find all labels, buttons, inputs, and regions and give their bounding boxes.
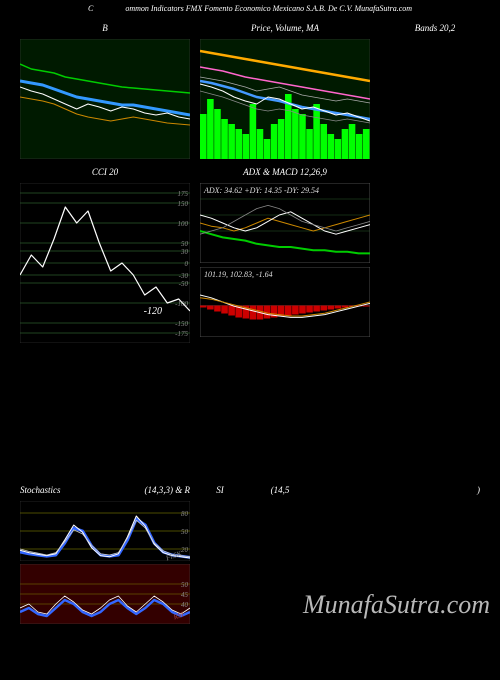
svg-text:ADX: 34.62 +DY: 14.35 -DY: 29: ADX: 34.62 +DY: 14.35 -DY: 29.54: [203, 186, 319, 195]
svg-text:-30: -30: [179, 272, 189, 280]
chart-b: [20, 39, 190, 159]
chart-stoch: 805020Fl.SK: [20, 501, 190, 561]
chart-macd: 101.19, 102.83, -1.64: [200, 267, 370, 337]
svg-text:80: 80: [181, 510, 189, 518]
panel-cci: CCI 20 17515010050300-30-50-100-150-175-…: [20, 165, 190, 343]
svg-text:101.19, 102.83, -1.64: 101.19, 102.83, -1.64: [204, 270, 273, 279]
header-main: ommon Indicators FMX Fomento Economico M…: [125, 4, 412, 13]
panel-b-title: B: [20, 21, 190, 39]
svg-text:40: 40: [181, 601, 189, 609]
stoch-label-right: (14,3,3) & R: [145, 485, 191, 499]
chart-rsi: 504540RSI: [20, 564, 190, 624]
watermark: MunafaSutra.com: [303, 590, 490, 620]
svg-text:175: 175: [178, 190, 189, 198]
si-close: ): [310, 483, 480, 501]
si-label: SI: [190, 483, 250, 501]
svg-text:50: 50: [181, 528, 189, 536]
chart-adx: ADX: 34.62 +DY: 14.35 -DY: 29.54: [200, 183, 370, 263]
panel-b: B: [20, 21, 190, 159]
bands-label: Bands 20,2: [380, 21, 490, 159]
svg-text:100: 100: [178, 220, 189, 228]
panel-price-title: Price, Volume, MA: [200, 21, 370, 39]
svg-text:30: 30: [180, 248, 189, 256]
svg-text:20: 20: [181, 546, 189, 554]
si-params: (14,5: [250, 483, 310, 501]
svg-text:-50: -50: [179, 280, 189, 288]
svg-text:-175: -175: [175, 330, 188, 338]
svg-text:-120: -120: [144, 306, 162, 317]
svg-text:50: 50: [181, 581, 189, 589]
stoch-label-left: Stochastics: [20, 485, 61, 499]
panel-price: Price, Volume, MA: [200, 21, 370, 159]
panel-cci-title: CCI 20: [20, 165, 190, 183]
svg-text:50: 50: [181, 240, 189, 248]
panel-adx-title: ADX & MACD 12,26,9: [200, 165, 370, 183]
svg-text:45: 45: [181, 591, 189, 599]
svg-text:0: 0: [185, 260, 189, 268]
chart-price: [200, 39, 370, 159]
page-header: C ommon Indicators FMX Fomento Economico…: [0, 0, 500, 17]
svg-text:150: 150: [178, 200, 189, 208]
chart-cci: 17515010050300-30-50-100-150-175-120: [20, 183, 190, 343]
svg-text:-150: -150: [175, 320, 188, 328]
panel-stoch-title: Stochastics (14,3,3) & R: [20, 483, 190, 501]
header-left: C: [88, 4, 93, 13]
